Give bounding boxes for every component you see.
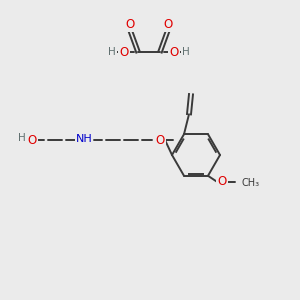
Text: O: O — [164, 19, 172, 32]
Text: O: O — [119, 46, 129, 59]
Text: O: O — [27, 134, 37, 146]
Text: NH: NH — [76, 134, 92, 144]
Text: O: O — [155, 134, 165, 146]
Text: O: O — [218, 175, 226, 188]
Text: O: O — [125, 19, 135, 32]
Text: H: H — [108, 47, 116, 57]
Text: O: O — [169, 46, 178, 59]
Text: H: H — [182, 47, 190, 57]
Text: CH₃: CH₃ — [242, 178, 260, 188]
Text: H: H — [18, 133, 26, 143]
